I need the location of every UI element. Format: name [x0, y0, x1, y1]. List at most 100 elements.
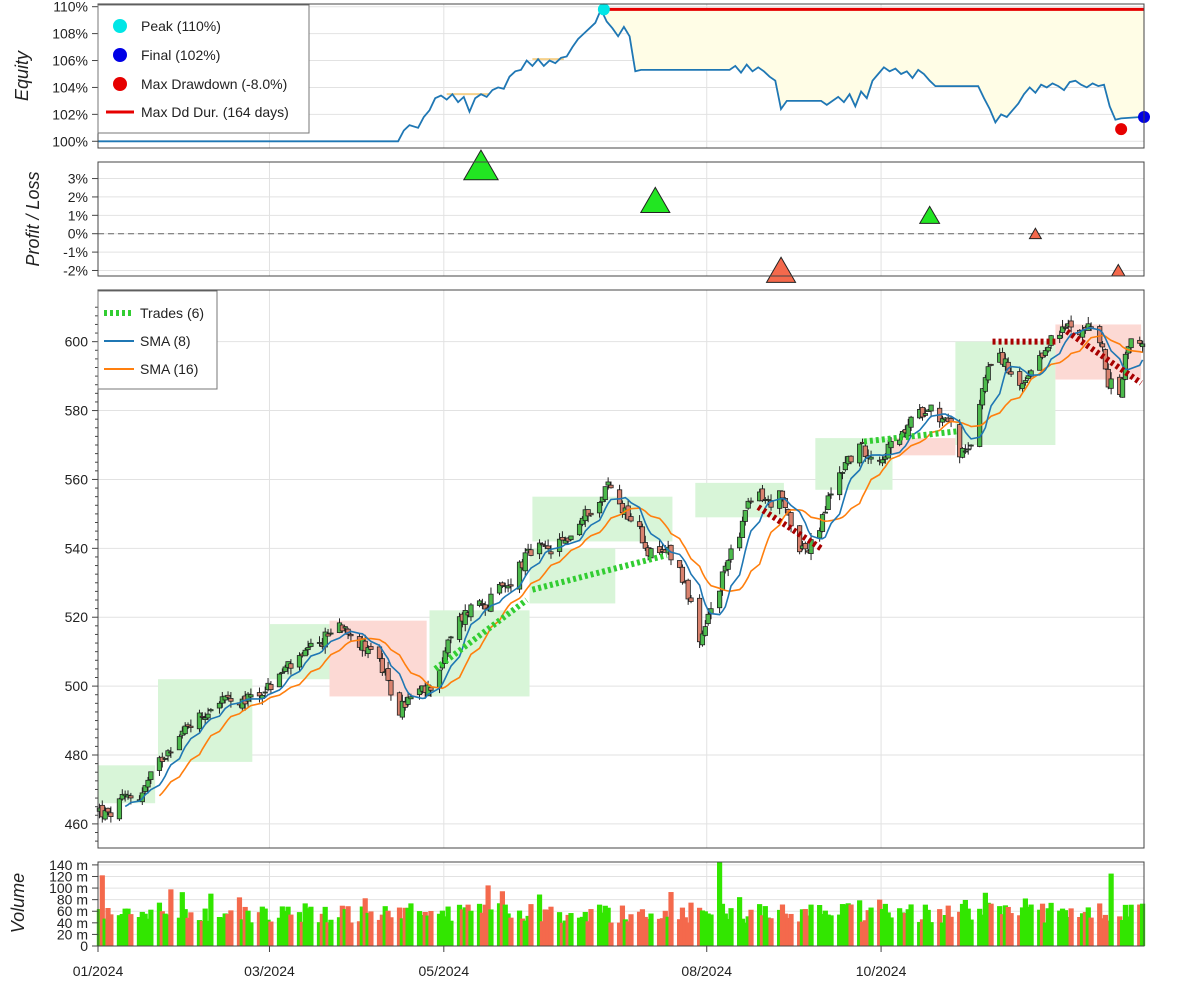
volume-bar-down	[1117, 916, 1123, 946]
legend-final-label: Final (102%)	[141, 47, 220, 63]
volume-bar-up	[842, 904, 848, 946]
volume-bar-up	[148, 909, 154, 946]
volume-bar-up	[505, 913, 511, 946]
pl-frame	[97, 161, 1145, 277]
candle-down	[696, 597, 703, 643]
volume-bar-up	[248, 922, 254, 946]
volume-bar-up	[1065, 916, 1071, 946]
candle-down	[797, 525, 803, 553]
candle-down	[168, 751, 174, 754]
volume-bar-up	[265, 919, 271, 946]
volume-bar-up	[602, 905, 608, 946]
candle-down	[348, 633, 354, 637]
volume-bar-down	[585, 921, 591, 946]
legend-final-marker	[113, 48, 127, 62]
volume-bar-up	[476, 903, 483, 946]
volume-bar-up	[648, 913, 654, 946]
volume-bar-up	[596, 904, 603, 946]
candle-up	[857, 443, 863, 464]
volume-bar-down	[288, 914, 294, 946]
candle-down	[788, 512, 794, 527]
candle-up	[842, 462, 848, 471]
volume-bar-down	[1082, 911, 1089, 946]
volume-bar-down	[545, 909, 551, 946]
candle-up	[837, 472, 843, 496]
candle-up	[985, 366, 991, 381]
volume-bar-down	[319, 913, 325, 946]
x-tick-label: 01/2024	[73, 963, 124, 979]
volume-bar-up	[708, 914, 714, 946]
volume-bar-up	[979, 914, 986, 946]
volume-bar-down	[1088, 917, 1094, 946]
volume-bar-down	[99, 875, 105, 946]
volume-bar-down	[242, 906, 248, 946]
volume-bar-up	[579, 916, 586, 946]
candle-down	[585, 509, 591, 517]
candle-down	[105, 807, 111, 813]
volume-frame	[97, 861, 1145, 947]
candle-up	[602, 486, 608, 501]
volume-bar-up	[879, 908, 886, 946]
volume-bar-up	[719, 903, 726, 946]
volume-bar-down	[682, 917, 688, 946]
volume-bar-down	[485, 885, 491, 946]
volume-bar-up	[382, 906, 388, 946]
candle-up	[825, 495, 831, 511]
equity-y-axis-label: Equity	[12, 50, 32, 101]
candle-down	[759, 488, 766, 502]
candle-up	[208, 709, 214, 712]
volume-bar-up	[496, 903, 503, 946]
volume-bar-down	[759, 915, 766, 946]
candle-up	[828, 493, 834, 496]
candle-up	[399, 700, 405, 718]
volume-bar-down	[782, 913, 788, 946]
volume-bar-down	[616, 922, 623, 946]
volume-bar-up	[1062, 910, 1069, 946]
price-y-tick-label: 560	[65, 471, 89, 487]
volume-bar-down	[608, 922, 614, 946]
candle-up	[922, 413, 928, 416]
volume-bar-up	[977, 908, 983, 946]
candle-down	[1008, 371, 1014, 375]
candle-up	[648, 548, 654, 559]
volume-bar-down	[588, 909, 594, 946]
volume-bar-up	[885, 912, 891, 946]
price-y-tick-label: 520	[65, 609, 89, 625]
candle-up	[725, 560, 731, 570]
volume-bar-down	[528, 904, 534, 946]
candle-up	[342, 626, 348, 629]
candle-up	[1025, 375, 1031, 380]
candle-up	[939, 418, 946, 423]
volume-bar-up	[722, 913, 728, 946]
candle-down	[676, 560, 683, 568]
candle-up	[605, 481, 611, 486]
volume-bar-up	[942, 915, 948, 946]
price-frame	[97, 289, 1145, 849]
volume-bar-down	[797, 921, 803, 946]
candle-down	[545, 545, 551, 549]
volume-bar-up	[1079, 913, 1086, 946]
volume-bar-down	[785, 917, 791, 946]
candle-down	[1097, 326, 1103, 344]
candle-up	[245, 693, 251, 702]
volume-bar-up	[156, 902, 163, 946]
legend-sma8-label: SMA (8)	[140, 333, 191, 349]
volume-bar-down	[619, 905, 626, 946]
volume-bar-down	[228, 910, 234, 946]
pl-y-ticks: -2% -1% 0% 1% 2% 3%	[63, 171, 98, 278]
candle-down	[1137, 339, 1143, 344]
candle-down	[385, 668, 391, 681]
candle-up	[205, 713, 211, 719]
candle-up	[408, 696, 414, 700]
candle-down	[779, 490, 786, 499]
volume-y-tick-label: 20 m	[57, 926, 88, 942]
volume-bar-up	[488, 909, 494, 946]
candle-up	[568, 535, 574, 541]
candle-up	[819, 514, 826, 532]
volume-bar-down	[1102, 914, 1109, 946]
volume-bar-down	[519, 918, 526, 946]
candle-up	[305, 647, 311, 651]
price-y-tick-label: 460	[65, 816, 89, 832]
